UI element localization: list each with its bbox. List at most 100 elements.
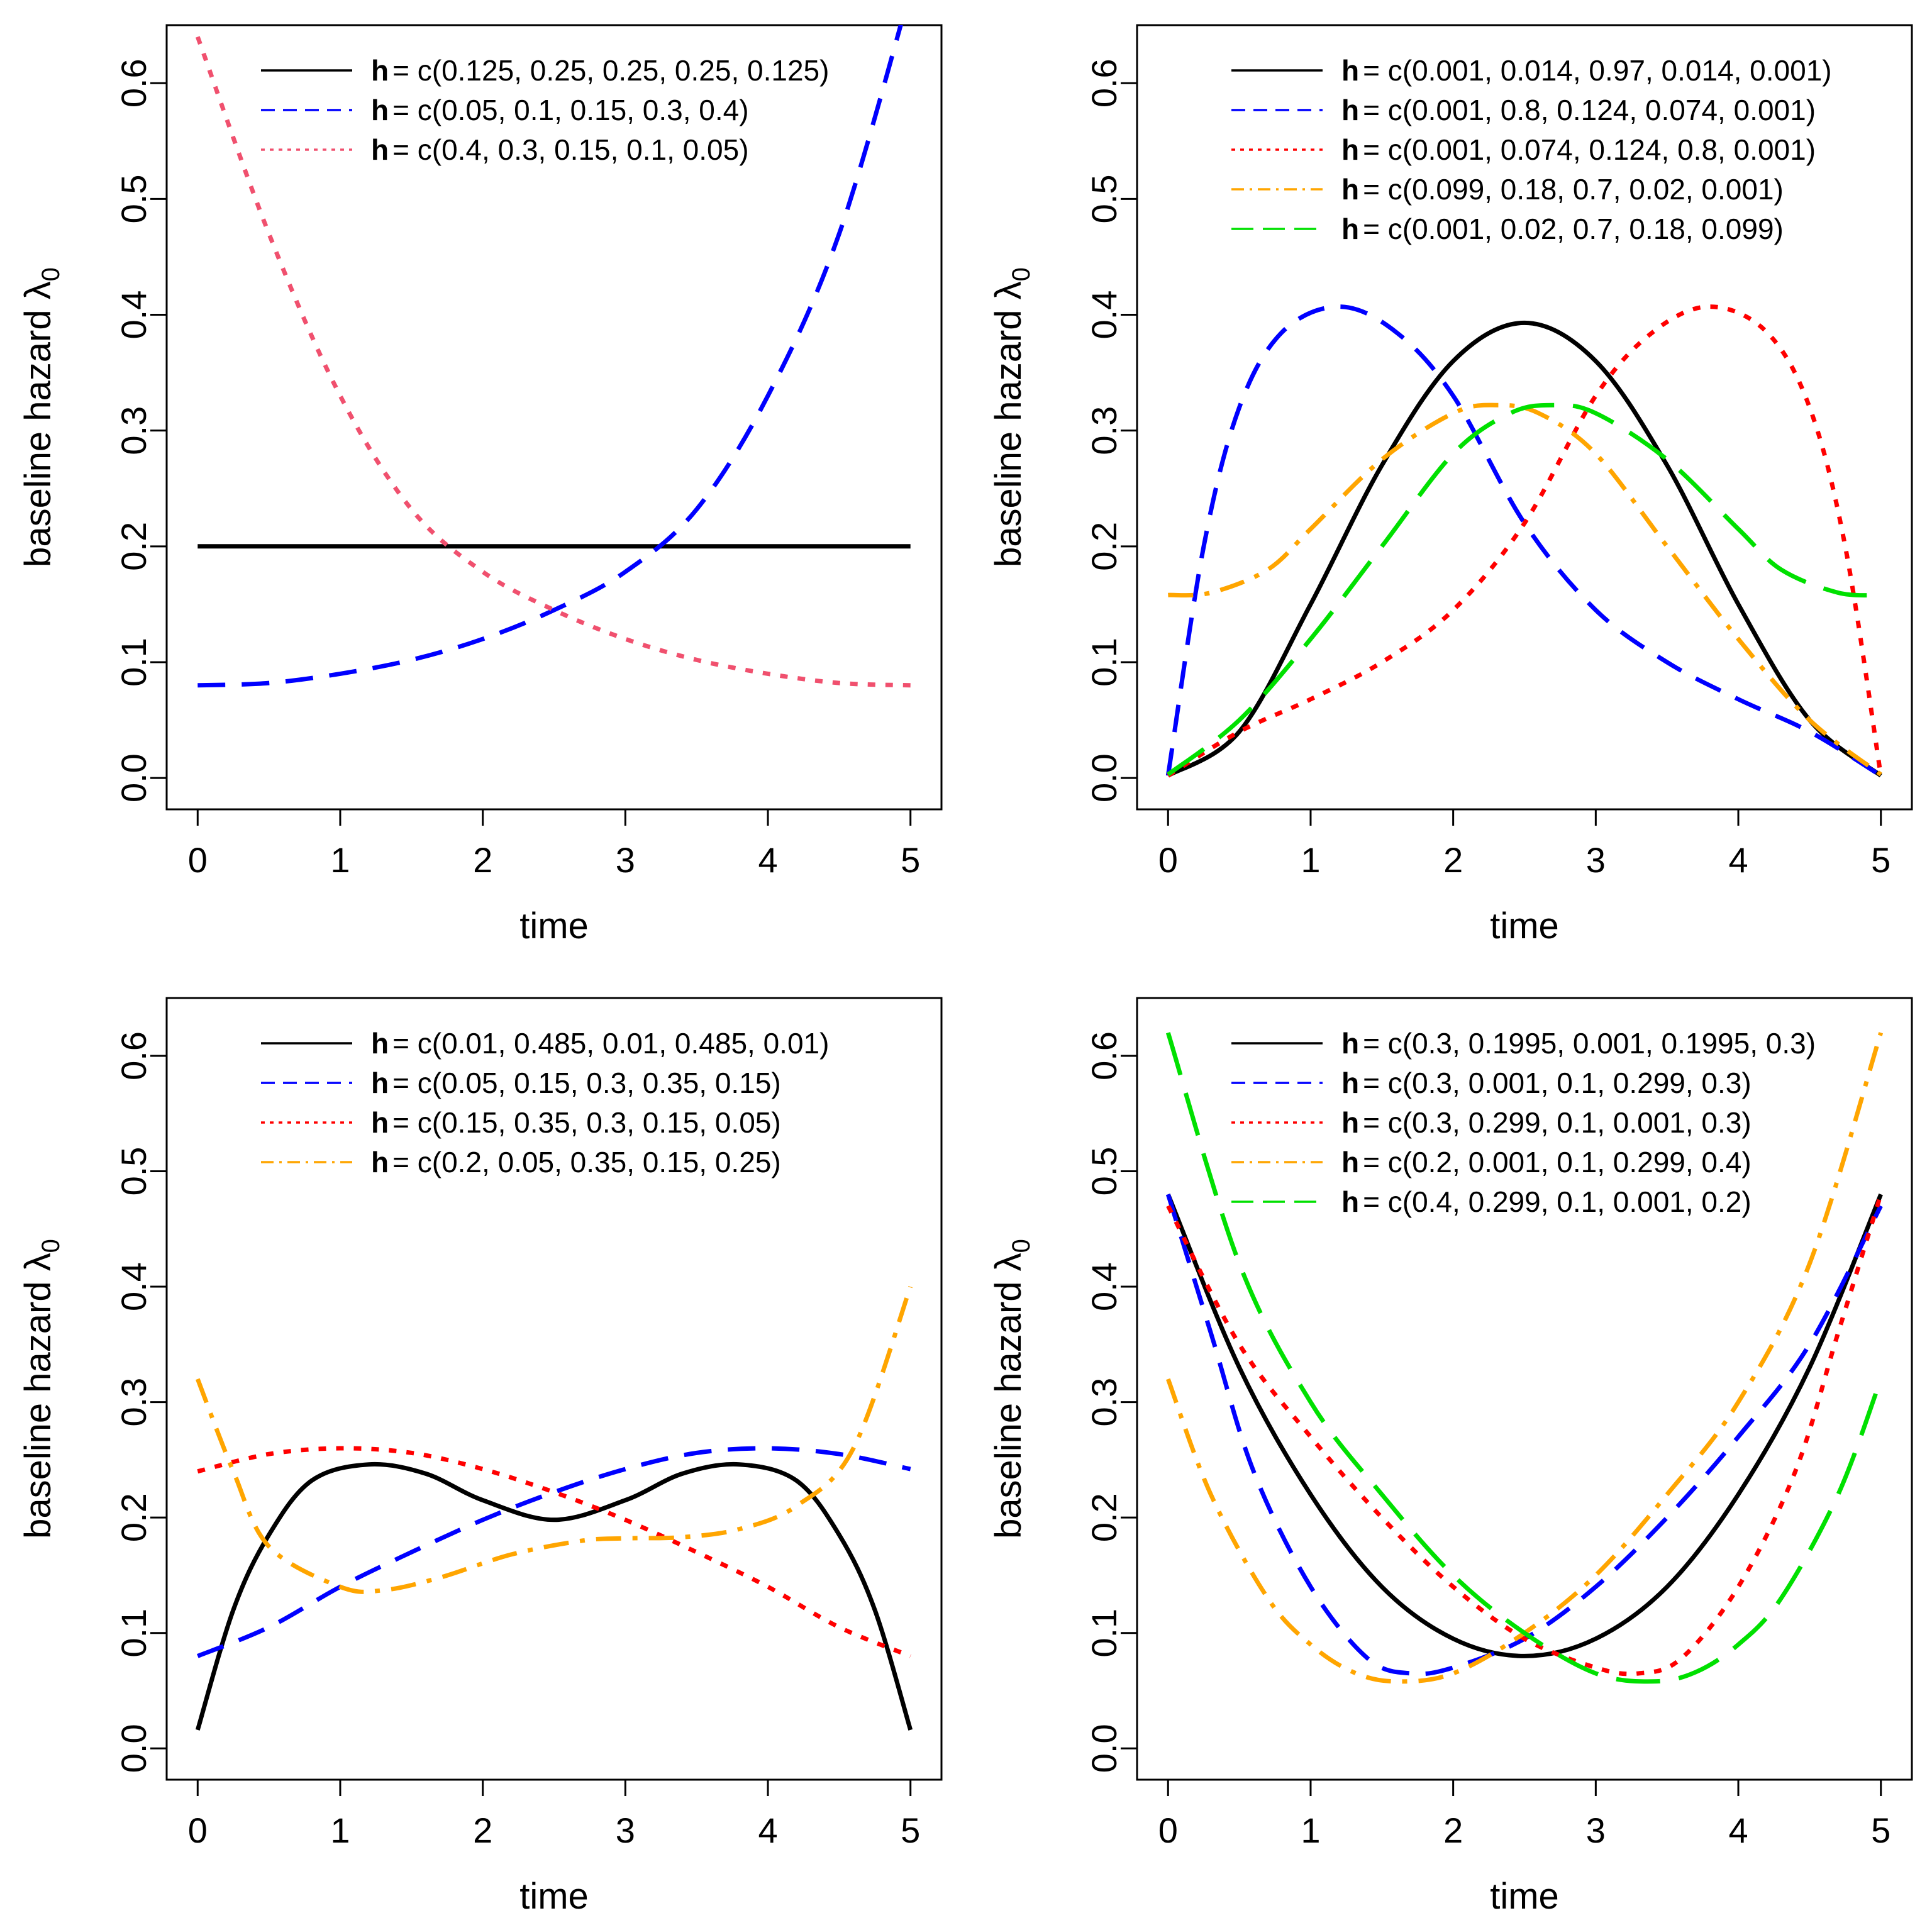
- x-tick-label: 4: [758, 840, 777, 880]
- legend-entry: h = c(0.001, 0.014, 0.97, 0.014, 0.001): [1341, 54, 1832, 87]
- chart-panel-1: 0 1 2 3 4 5 0.0 0.1 0.2 0.3 0.4 0.5 0.6 time baseline …: [18, 24, 943, 946]
- x-tick-label: 5: [1871, 840, 1890, 880]
- y-tick-label: 0.3: [1084, 1378, 1124, 1427]
- y-tick-label: 0.5: [1084, 174, 1124, 223]
- y-tick-label: 0.4: [1084, 1262, 1124, 1311]
- legend-entry: h = c(0.05, 0.1, 0.15, 0.3, 0.4): [371, 94, 749, 126]
- y-tick-label: 0.6: [114, 1031, 153, 1080]
- y-tick-label: 0.5: [1084, 1147, 1124, 1196]
- series-line-green: [1165, 1032, 1883, 1684]
- legend-entry: h = c(0.001, 0.8, 0.124, 0.074, 0.001): [1341, 94, 1816, 126]
- plot-frame: [1136, 24, 1913, 811]
- x-tick-label: 1: [1301, 1810, 1320, 1850]
- legend-entry: h = c(0.15, 0.35, 0.3, 0.15, 0.05): [371, 1106, 781, 1139]
- series-line-black: [195, 1461, 913, 1731]
- y-tick-label: 0.3: [114, 406, 153, 455]
- y-axis-label: baseline hazard λ0: [18, 1239, 65, 1539]
- y-tick-label: 0.3: [114, 1378, 153, 1427]
- plot-frame: [1136, 997, 1913, 1781]
- y-tick-label: 0.1: [114, 1609, 153, 1658]
- legend: h = c(0.001, 0.014, 0.97, 0.014, 0.001) h =…: [1231, 54, 1832, 245]
- y-tick-label: 0.4: [114, 291, 153, 340]
- legend-entry: h = c(0.4, 0.299, 0.1, 0.001, 0.2): [1341, 1185, 1752, 1218]
- y-tick-label: 0.4: [1084, 291, 1124, 340]
- series-line-blue: [197, 25, 903, 688]
- x-tick-label: 3: [616, 840, 635, 880]
- y-tick-label: 0.4: [114, 1262, 153, 1311]
- legend-entry: h = c(0.2, 0.05, 0.35, 0.15, 0.25): [371, 1146, 781, 1178]
- legend-entry: h = c(0.4, 0.3, 0.15, 0.1, 0.05): [371, 133, 749, 166]
- plot-frame: [165, 24, 943, 811]
- x-tick-label: 0: [188, 840, 208, 880]
- x-tick-label: 2: [473, 1810, 492, 1850]
- plot-frame: [165, 997, 943, 1781]
- x-tick-label: 0: [1158, 840, 1178, 880]
- y-tick-label: 0.6: [1084, 1031, 1124, 1080]
- y-tick-label: 0.1: [114, 638, 153, 687]
- series-line-black: [1166, 1193, 1883, 1658]
- x-tick-label: 3: [616, 1810, 635, 1850]
- x-tick-label: 3: [1586, 840, 1606, 880]
- series-line-blue: [1165, 1194, 1883, 1677]
- legend-entry: h = c(0.3, 0.1995, 0.001, 0.1995, 0.3): [1341, 1027, 1816, 1060]
- legend-entry: h = c(0.3, 0.001, 0.1, 0.299, 0.3): [1341, 1067, 1752, 1099]
- y-tick-label: 0.5: [114, 174, 153, 223]
- x-tick-label: 5: [901, 1810, 920, 1850]
- series-line-orange: [1166, 1032, 1884, 1684]
- y-axis-label: baseline hazard λ0: [988, 267, 1035, 567]
- x-tick-label: 5: [901, 840, 920, 880]
- x-tick-label: 2: [1443, 840, 1463, 880]
- y-axis-label: baseline hazard λ0: [18, 267, 65, 567]
- y-tick-label: 0.0: [1084, 1724, 1124, 1773]
- x-tick-label: 3: [1586, 1810, 1606, 1850]
- y-tick-label: 0.1: [1084, 638, 1124, 687]
- x-tick-label: 4: [1728, 840, 1748, 880]
- legend-entry: h = c(0.2, 0.001, 0.1, 0.299, 0.4): [1341, 1146, 1752, 1178]
- chart-panel-2: 0 1 2 3 4 5 0.0 0.1 0.2 0.3 0.4 0.5 0.6 time baseline …: [988, 24, 1913, 946]
- y-tick-label: 0.5: [114, 1147, 153, 1196]
- legend-entry: h = c(0.3, 0.299, 0.1, 0.001, 0.3): [1341, 1106, 1752, 1139]
- x-tick-label: 5: [1871, 1810, 1890, 1850]
- x-tick-label: 4: [758, 1810, 777, 1850]
- y-tick-label: 0.2: [114, 1493, 153, 1542]
- legend-entry: h = c(0.05, 0.15, 0.3, 0.35, 0.15): [371, 1067, 781, 1099]
- y-axis-label: baseline hazard λ0: [988, 1239, 1035, 1539]
- legend: h = c(0.125, 0.25, 0.25, 0.25, 0.125) h = c…: [261, 54, 829, 166]
- y-tick-label: 0.2: [114, 522, 153, 571]
- y-tick-label: 0.0: [114, 753, 153, 802]
- x-tick-label: 2: [473, 840, 492, 880]
- x-tick-label: 4: [1728, 1810, 1748, 1850]
- series-line-red: [1166, 1194, 1884, 1677]
- x-axis-label: time: [1490, 1876, 1559, 1913]
- y-tick-label: 0.0: [114, 1724, 153, 1773]
- x-tick-label: 1: [330, 1810, 350, 1850]
- series-line-orange: [196, 1285, 913, 1594]
- series-line-blue: [1165, 304, 1882, 778]
- series-line-red: [196, 36, 911, 688]
- x-axis-label: time: [519, 906, 589, 946]
- series-line-green: [1167, 402, 1881, 777]
- x-tick-label: 1: [1301, 840, 1320, 880]
- y-tick-label: 0.2: [1084, 522, 1124, 571]
- series-line-orange: [1168, 402, 1882, 777]
- x-axis-label: time: [519, 1876, 589, 1913]
- series-line-red: [1167, 304, 1884, 778]
- x-tick-label: 0: [188, 1810, 208, 1850]
- x-tick-label: 1: [330, 840, 350, 880]
- legend: h = c(0.01, 0.485, 0.01, 0.485, 0.01) h = c…: [261, 1027, 829, 1178]
- legend-entry: h = c(0.099, 0.18, 0.7, 0.02, 0.001): [1341, 173, 1784, 206]
- chart-panel-4: 0 1 2 3 4 5 0.0 0.1 0.2 0.3 0.4 0.5 0.6 time baseline …: [988, 997, 1913, 1913]
- series-line-blue: [196, 1446, 911, 1658]
- x-axis-label: time: [1490, 906, 1559, 946]
- legend-entry: h = c(0.001, 0.02, 0.7, 0.18, 0.099): [1341, 213, 1784, 245]
- legend-entry: h = c(0.125, 0.25, 0.25, 0.25, 0.125): [371, 54, 829, 87]
- legend: h = c(0.3, 0.1995, 0.001, 0.1995, 0.3) h = …: [1231, 1027, 1816, 1218]
- y-tick-label: 0.3: [1084, 406, 1124, 455]
- legend-entry: h = c(0.01, 0.485, 0.01, 0.485, 0.01): [371, 1027, 829, 1060]
- y-tick-label: 0.6: [114, 58, 153, 108]
- y-tick-label: 0.1: [1084, 1609, 1124, 1658]
- legend-entry: h = c(0.001, 0.074, 0.124, 0.8, 0.001): [1341, 133, 1816, 166]
- y-tick-label: 0.2: [1084, 1493, 1124, 1542]
- series-line-red: [197, 1446, 912, 1658]
